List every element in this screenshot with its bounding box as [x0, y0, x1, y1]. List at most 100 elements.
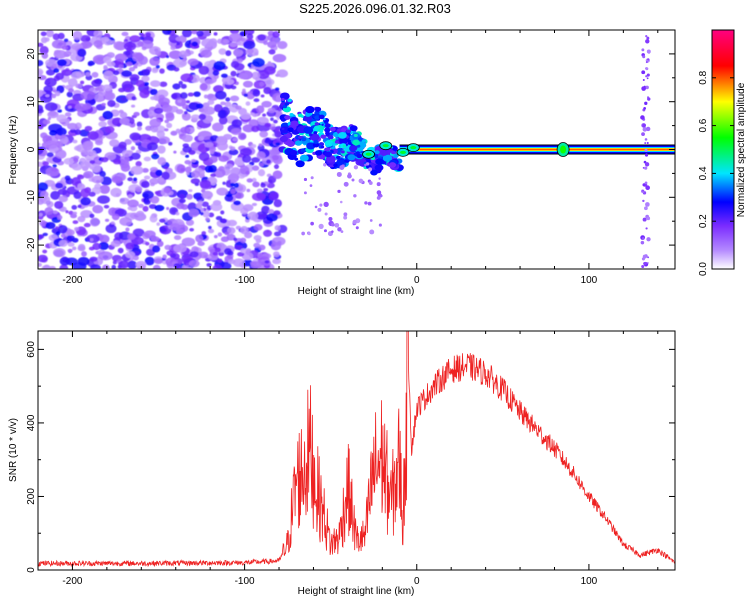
- noise-blob: [212, 264, 223, 269]
- noise-blob: [150, 215, 155, 219]
- noise-blob: [218, 251, 225, 257]
- noise-blob: [145, 32, 152, 38]
- noise-blob: [210, 182, 216, 186]
- noise-blob: [98, 251, 113, 261]
- noise-blob: [117, 247, 124, 254]
- transition-blob: [294, 140, 302, 146]
- noise-blob: [230, 95, 240, 102]
- noise-blob: [77, 204, 82, 208]
- noise-blob: [112, 70, 120, 76]
- noise-blob: [150, 195, 160, 204]
- transition-trail: [343, 181, 349, 187]
- noise-blob: [55, 226, 59, 230]
- noise-blob: [39, 46, 49, 55]
- noise-blob: [225, 169, 234, 174]
- noise-blob: [204, 141, 214, 148]
- transition-blob: [289, 112, 294, 117]
- noise-blob: [144, 256, 155, 266]
- spike-noise: [641, 48, 645, 52]
- snr-y-label: SNR (10 * v/v): [8, 418, 19, 482]
- noise-blob: [63, 38, 69, 43]
- noise-blob: [165, 55, 170, 59]
- snr-y-tick-label: 600: [26, 341, 37, 358]
- noise-blob: [183, 110, 188, 115]
- noise-blob: [257, 214, 263, 219]
- transition-blob: [347, 141, 352, 145]
- noise-blob: [89, 256, 98, 262]
- noise-blob: [72, 139, 78, 144]
- noise-blob: [233, 63, 245, 71]
- spectrogram-y-tick-label: 20: [26, 48, 37, 60]
- noise-blob: [133, 177, 138, 182]
- transition-blob: [346, 129, 352, 134]
- noise-blob: [182, 104, 190, 110]
- noise-blob: [56, 231, 61, 236]
- noise-blob: [52, 210, 58, 214]
- noise-blob: [162, 30, 172, 35]
- noise-blob: [112, 260, 117, 265]
- spike-noise: [646, 36, 650, 40]
- noise-blob: [258, 143, 263, 147]
- noise-blob: [276, 116, 281, 121]
- noise-blob: [258, 244, 266, 251]
- noise-blob: [188, 189, 193, 193]
- noise-blob: [180, 126, 191, 134]
- noise-blob: [143, 199, 151, 205]
- carrier-bulge-core: [382, 144, 389, 148]
- noise-blob: [47, 117, 52, 121]
- spectrogram-content: [38, 30, 675, 269]
- spike-noise: [644, 206, 648, 211]
- noise-blob: [242, 80, 254, 88]
- spike-noise: [646, 216, 651, 221]
- noise-blob: [110, 187, 122, 198]
- noise-blob: [104, 126, 115, 134]
- noise-blob: [46, 69, 56, 76]
- transition-blob: [314, 122, 320, 126]
- transition-blob: [300, 149, 306, 153]
- noise-blob: [46, 200, 54, 208]
- noise-blob: [153, 107, 164, 114]
- noise-blob: [42, 232, 48, 237]
- noise-blob: [38, 108, 44, 114]
- noise-blob: [56, 59, 67, 67]
- noise-blob: [264, 138, 273, 144]
- noise-blob: [159, 68, 165, 74]
- noise-blob: [173, 67, 180, 72]
- noise-blob: [227, 227, 236, 235]
- noise-blob: [77, 174, 85, 180]
- transition-trail: [369, 219, 373, 222]
- carrier-bulge-core: [365, 152, 372, 156]
- noise-blob: [38, 42, 44, 47]
- noise-blob: [80, 34, 91, 43]
- colorbar-tick-label: 0.8: [698, 70, 709, 84]
- transition-trail: [323, 201, 329, 208]
- noise-blob: [82, 103, 92, 110]
- noise-blob: [72, 30, 83, 40]
- transition-blob: [356, 144, 361, 148]
- noise-blob: [38, 213, 43, 217]
- noise-blob: [251, 202, 258, 207]
- transition-trail: [376, 195, 381, 200]
- noise-blob: [57, 215, 63, 220]
- noise-blob: [118, 260, 130, 269]
- transition-blob: [286, 140, 295, 147]
- transition-blob: [350, 145, 358, 151]
- noise-blob: [273, 210, 281, 216]
- noise-blob: [268, 49, 276, 55]
- transition-blob: [305, 112, 311, 117]
- transition-blob: [279, 135, 288, 143]
- noise-blob: [165, 112, 175, 122]
- noise-blob: [66, 229, 75, 236]
- noise-blob: [248, 119, 259, 127]
- transition-blob: [352, 139, 360, 146]
- noise-blob: [228, 149, 239, 156]
- noise-blob: [270, 117, 274, 121]
- noise-blob: [257, 34, 266, 41]
- transition-blob: [287, 98, 292, 103]
- noise-blob: [154, 204, 165, 212]
- noise-blob: [46, 30, 54, 38]
- noise-blob: [232, 137, 238, 142]
- noise-blob: [246, 188, 251, 193]
- transition-blob: [320, 134, 327, 139]
- noise-blob: [180, 73, 194, 83]
